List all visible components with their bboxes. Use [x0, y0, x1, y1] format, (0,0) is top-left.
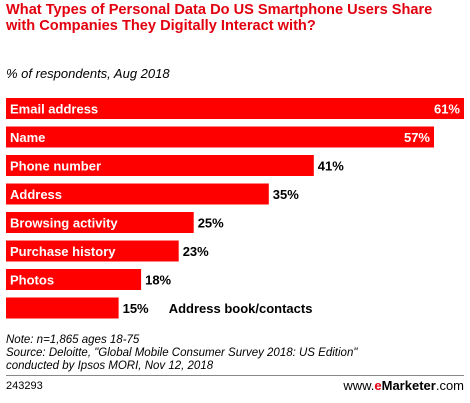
brand-suffix: .com — [435, 378, 464, 393]
value-label-2: 41% — [318, 159, 344, 174]
category-label-0: Email address — [10, 102, 98, 117]
category-label-3: Address — [10, 187, 62, 202]
brand-e: e — [374, 378, 382, 393]
emarketer-logo[interactable]: www.eMarketer.com — [343, 378, 464, 393]
bar-4 — [6, 212, 194, 233]
bar-7 — [6, 297, 119, 319]
bar-5 — [6, 240, 179, 262]
source-text: Source: Deloitte, "Global Mobile Consume… — [6, 347, 358, 359]
bar-6 — [6, 269, 142, 290]
value-label-0: 61% — [434, 102, 460, 117]
chart-id: 243293 — [6, 380, 43, 392]
category-label-4: Browsing activity — [10, 216, 118, 231]
category-label-7: Address book/contacts — [169, 301, 313, 316]
category-label-5: Purchase history — [10, 244, 116, 259]
brand-name: Marketer — [381, 378, 436, 393]
footer-notes: Note: n=1,865 ages 18-75 Source: Deloitt… — [6, 334, 357, 373]
bar-2 — [6, 155, 314, 176]
category-label-2: Phone number — [10, 159, 101, 174]
value-label-6: 18% — [145, 273, 171, 288]
value-label-1: 57% — [404, 130, 430, 145]
bar-chart: 61% Email address 57% Name 41% Phone number 35… — [6, 98, 464, 319]
category-label-1: Name — [10, 130, 45, 145]
bar-3 — [6, 183, 269, 205]
value-label-5: 23% — [183, 244, 209, 259]
brand-prefix: www. — [343, 378, 375, 393]
value-label-7: 15% — [123, 301, 149, 316]
value-label-4: 25% — [198, 216, 224, 231]
source-text-continued: conducted by Ipsos MORI, Nov 12, 2018 — [6, 360, 214, 372]
chart-title: What Types of Personal Data Do US Smartp… — [6, 2, 433, 34]
category-label-6: Photos — [10, 273, 54, 288]
bar-0 — [6, 98, 464, 119]
footer-divider — [6, 375, 464, 376]
note-text: Note: n=1,865 ages 18-75 — [6, 334, 140, 346]
value-label-3: 35% — [273, 187, 299, 202]
bar-1 — [6, 126, 434, 148]
chart-subtitle: % of respondents, Aug 2018 — [6, 66, 170, 81]
